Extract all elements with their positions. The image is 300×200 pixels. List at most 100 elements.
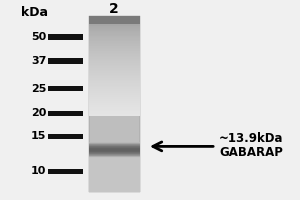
Bar xyxy=(48,110,82,116)
Bar xyxy=(88,99,140,100)
Bar xyxy=(88,16,140,24)
Bar xyxy=(88,31,140,33)
Bar xyxy=(88,98,140,99)
Bar xyxy=(88,73,140,74)
Bar xyxy=(88,22,140,23)
Bar xyxy=(88,47,140,48)
Bar xyxy=(88,58,140,59)
Bar xyxy=(88,85,140,86)
Bar xyxy=(88,23,140,24)
Bar xyxy=(88,88,140,89)
Bar xyxy=(88,42,140,44)
Bar xyxy=(88,146,140,147)
Bar xyxy=(88,35,140,36)
Bar xyxy=(88,50,140,51)
Bar xyxy=(88,102,140,103)
Text: 15: 15 xyxy=(31,131,46,141)
Bar xyxy=(88,77,140,78)
Bar xyxy=(88,76,140,77)
Bar xyxy=(88,72,140,73)
Bar xyxy=(88,83,140,84)
Bar xyxy=(88,21,140,22)
Bar xyxy=(88,94,140,95)
Bar xyxy=(88,111,140,112)
Bar xyxy=(88,57,140,58)
Bar xyxy=(88,152,140,153)
Bar xyxy=(88,32,140,33)
Bar xyxy=(88,36,140,37)
Bar xyxy=(88,143,140,144)
Bar xyxy=(88,61,140,62)
Text: 25: 25 xyxy=(31,84,46,94)
Bar xyxy=(88,157,140,158)
Bar xyxy=(88,151,140,152)
Bar xyxy=(88,20,140,21)
Bar xyxy=(48,86,82,91)
Bar xyxy=(88,81,140,83)
Bar xyxy=(88,143,140,144)
Bar xyxy=(88,144,140,145)
Bar xyxy=(48,168,82,174)
Bar xyxy=(88,90,140,91)
Bar xyxy=(88,82,140,84)
Bar xyxy=(88,53,140,54)
Bar xyxy=(88,96,140,97)
Bar xyxy=(88,51,140,52)
Bar xyxy=(88,106,140,108)
Bar xyxy=(88,62,140,63)
Bar xyxy=(88,64,140,65)
Bar xyxy=(88,114,140,115)
Bar xyxy=(88,78,140,79)
Bar xyxy=(88,155,140,156)
Bar xyxy=(88,97,140,98)
Bar xyxy=(88,61,140,63)
Bar xyxy=(88,56,140,57)
Text: kDa: kDa xyxy=(21,6,48,20)
Bar xyxy=(88,71,140,73)
Bar xyxy=(48,34,82,40)
Bar xyxy=(88,38,140,39)
Bar xyxy=(88,89,140,90)
Text: 50: 50 xyxy=(31,32,46,42)
Bar xyxy=(88,107,140,108)
Bar xyxy=(88,70,140,71)
Bar xyxy=(88,46,140,48)
Bar xyxy=(88,63,140,64)
Bar xyxy=(88,49,140,50)
Text: 2: 2 xyxy=(109,2,119,16)
Bar xyxy=(88,150,140,151)
Bar xyxy=(88,26,140,27)
Bar xyxy=(88,16,140,17)
Bar xyxy=(88,91,140,92)
Bar xyxy=(88,43,140,44)
Bar xyxy=(88,95,140,96)
Bar xyxy=(88,59,140,60)
Bar xyxy=(88,112,140,113)
Bar xyxy=(88,147,140,148)
Bar xyxy=(88,46,140,47)
Bar xyxy=(88,19,140,20)
Bar xyxy=(88,67,140,68)
Bar xyxy=(88,66,140,67)
Bar xyxy=(88,24,140,25)
Text: 20: 20 xyxy=(31,108,46,118)
Bar xyxy=(88,79,140,80)
Bar xyxy=(88,18,140,19)
Bar xyxy=(88,84,140,85)
Bar xyxy=(88,154,140,155)
Bar xyxy=(88,75,140,76)
Bar xyxy=(88,156,140,157)
Bar xyxy=(88,101,140,102)
Bar xyxy=(88,108,140,109)
Text: 10: 10 xyxy=(31,166,46,176)
Bar xyxy=(88,86,140,88)
Bar xyxy=(88,74,140,75)
Bar xyxy=(88,37,140,38)
Text: ~13.9kDa: ~13.9kDa xyxy=(219,132,284,144)
Bar xyxy=(88,16,140,18)
Bar xyxy=(88,56,140,58)
Text: GABARAP: GABARAP xyxy=(219,146,283,158)
Bar xyxy=(88,34,140,35)
Bar xyxy=(88,41,140,42)
Bar xyxy=(88,103,140,104)
